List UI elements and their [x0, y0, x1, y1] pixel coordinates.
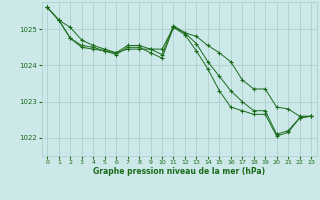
X-axis label: Graphe pression niveau de la mer (hPa): Graphe pression niveau de la mer (hPa)	[93, 167, 265, 176]
